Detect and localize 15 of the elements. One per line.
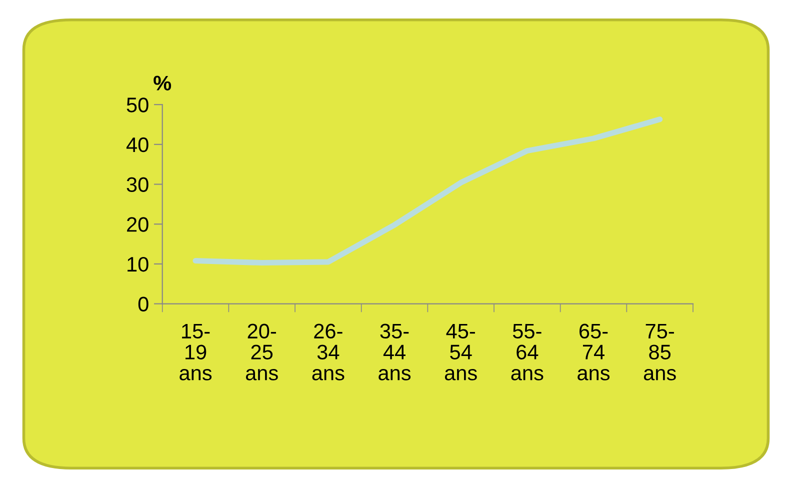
y-tick-label: 30: [126, 177, 148, 192]
y-axis-title: %: [154, 76, 172, 90]
x-tick-label: 15- 19 ans: [180, 324, 212, 380]
x-tick-label: 75- 85 ans: [644, 324, 676, 380]
y-tick-label: 40: [126, 137, 148, 152]
x-tick-label: 55- 64 ans: [511, 324, 544, 380]
x-tick-label: 45- 54 ans: [444, 324, 477, 380]
y-tick-label: 50: [126, 98, 148, 112]
x-tick-label: 20- 25 ans: [246, 324, 278, 380]
x-tick-label: 26- 34 ans: [312, 324, 344, 380]
x-tick-label: 35- 44 ans: [378, 324, 411, 380]
x-tick-label: 65- 74 ans: [578, 324, 610, 380]
y-tick-label: 20: [127, 217, 148, 232]
y-tick-label: 10: [128, 256, 148, 272]
y-tick-label: 0: [138, 296, 148, 312]
